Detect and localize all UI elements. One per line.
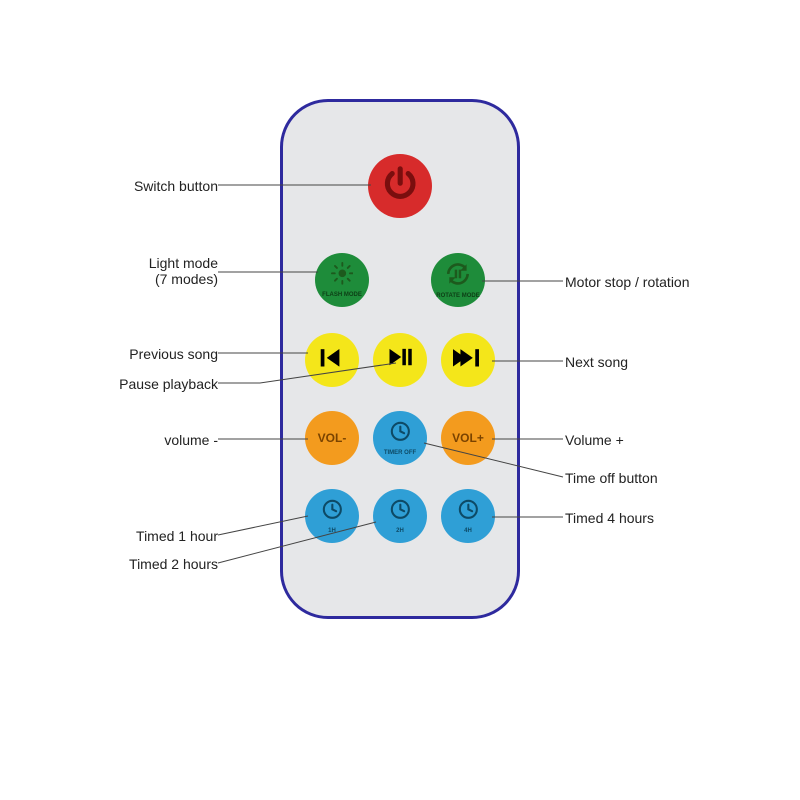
h1-button[interactable]: 1H [305, 489, 359, 543]
timeroff-button[interactable]: TIMER OFF [373, 411, 427, 465]
playpause-icon [386, 343, 414, 376]
h4-button[interactable]: 4H [441, 489, 495, 543]
next-icon [453, 343, 483, 378]
flash-button[interactable]: FLASH MODE [315, 253, 369, 307]
prev-icon [317, 343, 347, 378]
volminus-button[interactable]: VOL- [305, 411, 359, 465]
volplus-text: VOL+ [452, 431, 484, 445]
prev-button[interactable] [305, 333, 359, 387]
rotate-sublabel: ROTATE MODE [436, 293, 479, 299]
clock-icon [389, 420, 412, 448]
label-timed_4h: Timed 4 hours [565, 510, 654, 526]
volplus-button[interactable]: VOL+ [441, 411, 495, 465]
label-vol_minus: volume - [164, 432, 218, 448]
power-button[interactable] [368, 154, 432, 218]
label-pause_play: Pause playback [119, 376, 218, 392]
label-time_off: Time off button [565, 470, 658, 486]
volminus-text: VOL- [318, 431, 347, 445]
clock-icon [457, 498, 480, 526]
timeroff-sublabel: TIMER OFF [384, 450, 416, 456]
h1-sublabel: 1H [328, 528, 336, 534]
label-light_mode: Light mode (7 modes) [149, 255, 218, 287]
rotate-icon [445, 261, 471, 292]
label-timed_2h: Timed 2 hours [129, 556, 218, 572]
clock-icon [321, 498, 344, 526]
next-button[interactable] [441, 333, 495, 387]
rotate-button[interactable]: ROTATE MODE [431, 253, 485, 307]
playpause-button[interactable] [373, 333, 427, 387]
label-timed_1h: Timed 1 hour [136, 528, 218, 544]
label-motor: Motor stop / rotation [565, 274, 690, 290]
power-icon [381, 164, 419, 207]
sun-icon [331, 262, 354, 290]
h2-sublabel: 2H [396, 528, 404, 534]
label-vol_plus: Volume + [565, 432, 624, 448]
label-switch_btn: Switch button [134, 178, 218, 194]
label-next_song: Next song [565, 354, 628, 370]
clock-icon [389, 498, 412, 526]
label-prev_song: Previous song [129, 346, 218, 362]
h4-sublabel: 4H [464, 528, 472, 534]
h2-button[interactable]: 2H [373, 489, 427, 543]
flash-sublabel: FLASH MODE [322, 292, 362, 298]
